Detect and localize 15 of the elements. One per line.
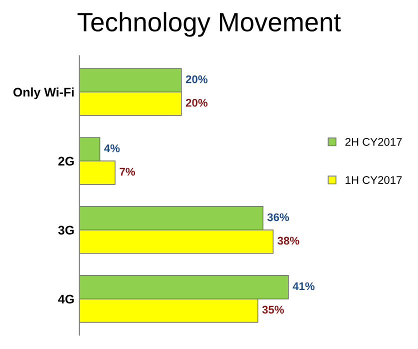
legend-label: 2H CY2017 (345, 138, 402, 146)
data-label: 35% (262, 306, 284, 314)
data-label: 41% (292, 282, 315, 290)
chart-title: Technology Movement (78, 12, 341, 37)
y-tick-label: 3G (58, 226, 74, 235)
data-label: 4% (104, 144, 120, 152)
legend-label: 1H CY2017 (346, 176, 402, 184)
y-tick-label: 2G (58, 156, 74, 166)
y-tick-label: 4G (58, 294, 74, 304)
data-label: 36% (267, 213, 290, 222)
data-label: 20% (186, 75, 208, 84)
data-label: 38% (278, 236, 300, 245)
data-label: 20% (186, 98, 208, 107)
y-tick-label: Only Wi-Fi (13, 87, 74, 100)
data-label: 7% (120, 168, 136, 176)
